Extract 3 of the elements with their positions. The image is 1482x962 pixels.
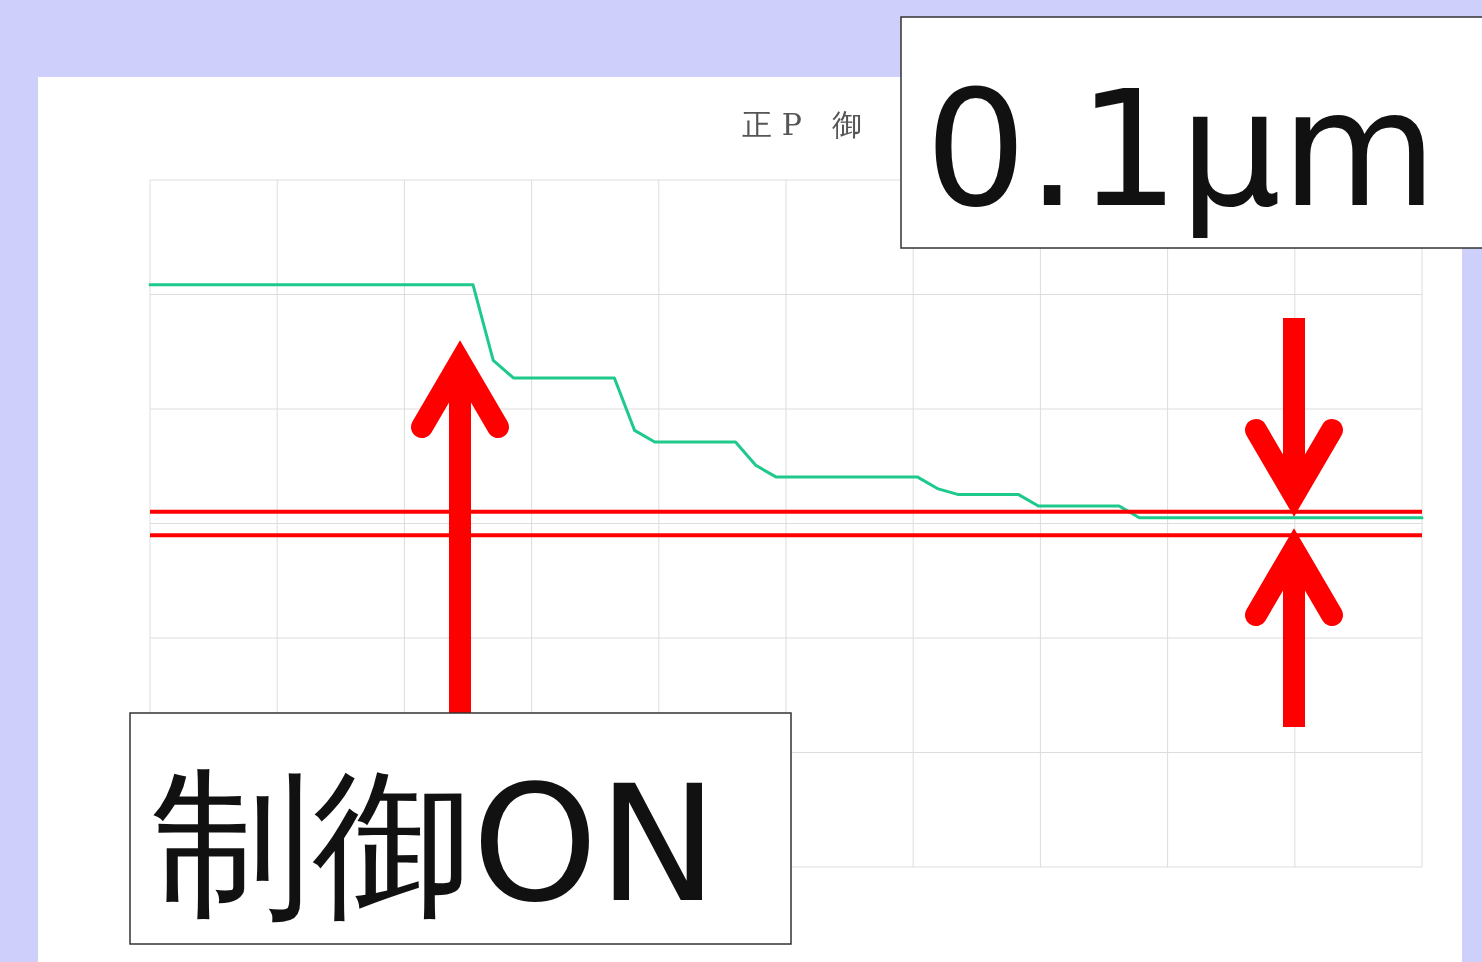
- chart-title: 正 P 御: [742, 107, 862, 142]
- text: 0.1μm: [925, 56, 1438, 243]
- annotation: 制御ON: [152, 751, 718, 938]
